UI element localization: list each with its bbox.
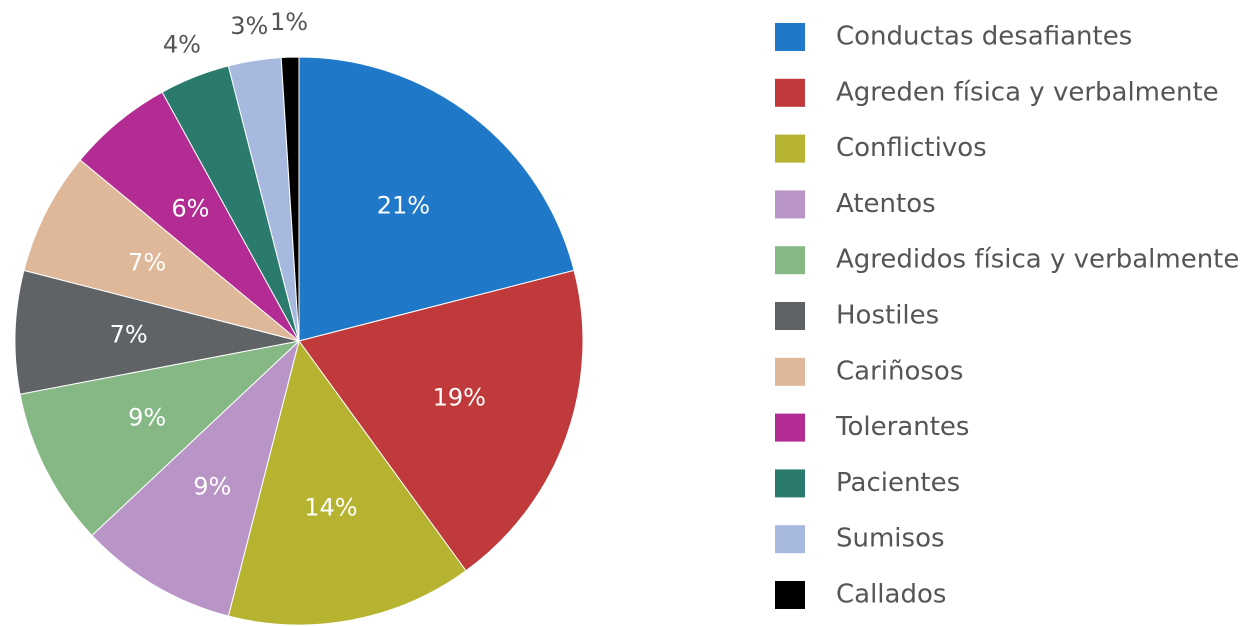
value-label: 6% (171, 195, 209, 223)
legend-swatch (775, 525, 805, 554)
legend-swatch (775, 302, 805, 330)
value-label: 3% (230, 12, 268, 40)
value-label: 7% (128, 249, 166, 277)
legend-label: Atentos (836, 189, 936, 219)
pie-slice (280, 56, 300, 342)
legend-label: Callados (836, 580, 946, 610)
legend-label: Cariñosos (836, 356, 963, 386)
legend-label: Hostiles (836, 301, 939, 331)
legend-swatch (775, 469, 805, 498)
pie-slice (14, 269, 300, 395)
legend-label: Sumisos (836, 524, 945, 554)
value-label: 9% (128, 403, 166, 431)
legend-label: Agredidos física y verbalmente (836, 245, 1239, 275)
value-label: 7% (110, 321, 148, 349)
value-label: 21% (377, 191, 430, 219)
pie-slice (19, 340, 301, 537)
pie-slice (298, 56, 575, 342)
pie-slice (23, 159, 300, 342)
legend-label: Tolerantes (835, 412, 969, 442)
pie-slice (91, 339, 300, 617)
legend-swatch (775, 134, 805, 163)
value-label: 14% (304, 493, 357, 521)
value-label: 4% (163, 30, 201, 58)
legend-swatch (775, 581, 805, 609)
legend-swatch (775, 23, 805, 51)
legend-swatch (775, 413, 805, 442)
legend-label: Pacientes (836, 468, 960, 498)
legend-swatch (775, 190, 805, 219)
legend-swatch (775, 78, 805, 107)
pie-slice (298, 269, 584, 572)
legend-label: Conductas desafiantes (836, 22, 1132, 52)
value-label: 1% (270, 8, 308, 36)
legend-swatch (775, 357, 805, 386)
legend-swatch (775, 246, 805, 275)
value-label: 19% (433, 384, 486, 412)
legend-label: Conflictivos (836, 133, 987, 163)
pie-slice (227, 339, 467, 626)
value-label: 9% (193, 473, 231, 501)
legend-label: Agreden física y verbalmente (836, 77, 1219, 107)
